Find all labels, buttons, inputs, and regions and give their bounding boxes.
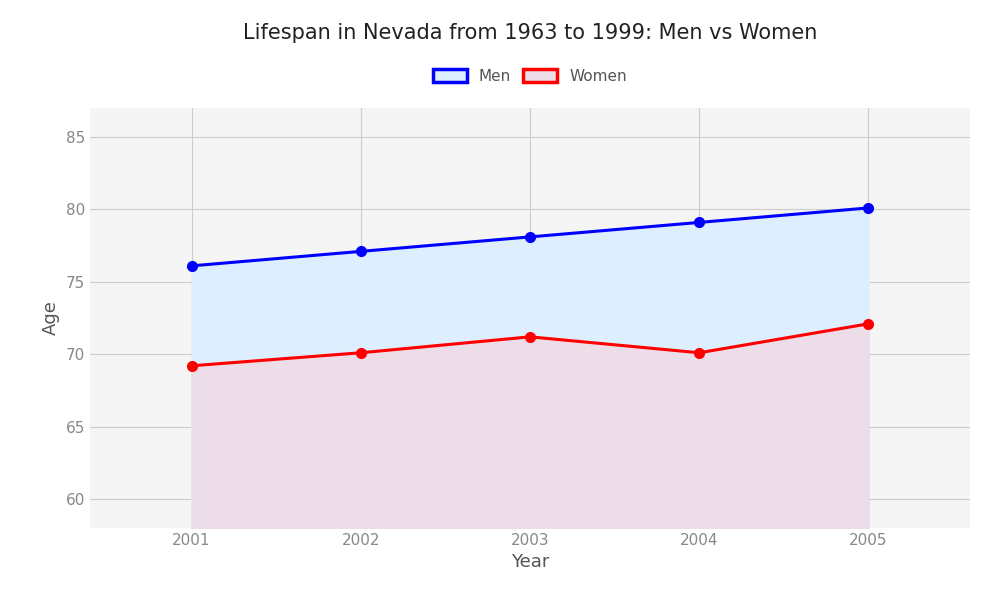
X-axis label: Year: Year xyxy=(511,553,549,571)
Title: Lifespan in Nevada from 1963 to 1999: Men vs Women: Lifespan in Nevada from 1963 to 1999: Me… xyxy=(243,23,817,43)
Y-axis label: Age: Age xyxy=(42,301,60,335)
Legend: Men, Women: Men, Women xyxy=(425,61,635,91)
